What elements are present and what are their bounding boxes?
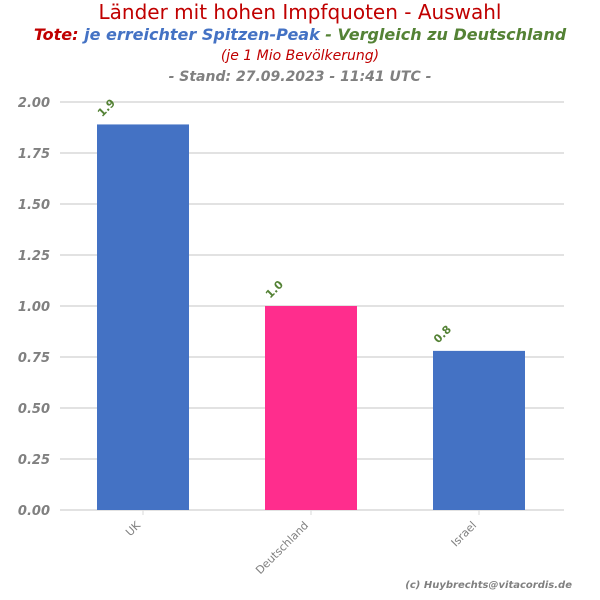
- subtitle-vergleich: - Vergleich zu Deutschland: [319, 25, 567, 44]
- y-tick-label: 0.00: [18, 504, 50, 519]
- chart-title: Länder mit hohen Impfquoten - Auswahl: [98, 0, 502, 24]
- y-tick-label: 1.25: [18, 249, 50, 264]
- data-label: 1.9: [95, 96, 118, 119]
- labels: 0.00 0.25 0.50 0.75 1.00 1.25 1.50 1.75 2.00 1.9 U…: [18, 96, 479, 577]
- bars: [97, 124, 525, 510]
- x-tick-label: Deutschland: [253, 519, 311, 577]
- subtitle-tote: Tote:: [33, 25, 79, 44]
- y-tick-label: 0.25: [18, 453, 50, 468]
- x-tick-label: Israel: [449, 519, 479, 549]
- subtitle-peak: je erreichter Spitzen-Peak: [78, 25, 320, 44]
- y-tick-label: 1.50: [18, 198, 50, 213]
- bar-israel: [433, 350, 525, 510]
- chart-subtitle: Tote: je erreichter Spitzen-Peak - Vergl…: [0, 25, 600, 44]
- y-tick-label: 1.75: [18, 147, 50, 162]
- copyright-footer: (c) Huybrechts@vitacordis.de: [405, 580, 572, 591]
- chart-subtitle-date: - Stand: 27.09.2023 - 11:41 UTC -: [168, 69, 432, 85]
- data-label: 1.0: [263, 278, 286, 301]
- y-tick-label: 2.00: [18, 96, 50, 111]
- y-tick-label: 0.50: [18, 402, 50, 417]
- x-tick-label: UK: [123, 518, 144, 539]
- chart-subtitle-population: (je 1 Mio Bevölkerung): [220, 48, 380, 64]
- y-tick-label: 1.00: [18, 300, 50, 315]
- data-label: 0.8: [431, 323, 454, 346]
- y-tick-label: 0.75: [18, 351, 50, 366]
- bar-uk: [97, 124, 189, 510]
- bar-deutschland: [265, 306, 357, 510]
